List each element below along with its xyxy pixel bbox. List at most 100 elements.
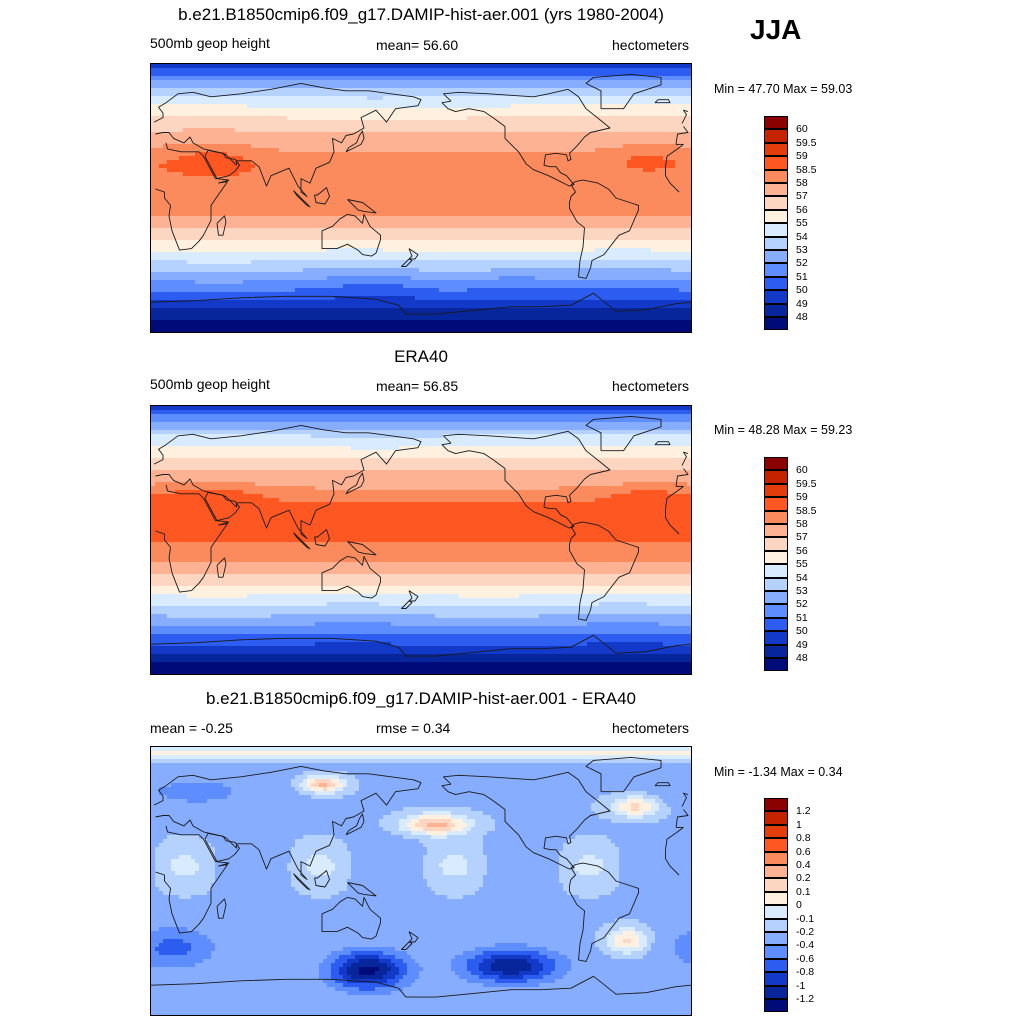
- contour-cell: [495, 959, 527, 963]
- contour-cell: [319, 963, 331, 967]
- contour-cell: [359, 779, 691, 783]
- contour-cell: [211, 887, 295, 891]
- contour-cell: [151, 610, 691, 614]
- contour-cell: [151, 108, 691, 112]
- contour-cell: [343, 783, 347, 787]
- contour-cell: [427, 883, 483, 887]
- contour-cell: [155, 863, 171, 867]
- contour-cell: [447, 835, 483, 839]
- contour-cell: [263, 494, 611, 498]
- contour-cell: [467, 288, 679, 292]
- contour-cell: [559, 851, 619, 855]
- contour-cell: [559, 855, 583, 859]
- contour-cell: [151, 112, 691, 116]
- contour-cell: [343, 963, 351, 967]
- contour-cell: [487, 831, 691, 835]
- contour-cell: [451, 967, 467, 971]
- contour-cell: [359, 987, 375, 991]
- contour-cell: [643, 815, 667, 819]
- contour-cell: [375, 987, 403, 991]
- contour-cell: [243, 280, 691, 284]
- contour-cell: [367, 96, 383, 100]
- contour-cell: [151, 586, 691, 590]
- contour-cell: [675, 947, 691, 951]
- contour-cell: [483, 835, 575, 839]
- contour-cell: [639, 803, 651, 807]
- contour-cell: [439, 863, 467, 867]
- contour-cell: [443, 859, 467, 863]
- contour-cell: [355, 775, 691, 779]
- contour-cell: [387, 979, 399, 983]
- contour-cell: [359, 959, 379, 963]
- contour-cell: [467, 867, 487, 871]
- colorbar-tick-label: 1.2: [796, 805, 811, 818]
- contour-cell: [359, 787, 691, 791]
- contour-cell: [551, 971, 567, 975]
- contour-cell: [151, 284, 343, 288]
- colorbar-tick-label: 59.5: [796, 477, 817, 490]
- contour-cell: [611, 891, 691, 895]
- contour-cell: [431, 835, 447, 839]
- contour-cell: [667, 490, 691, 494]
- contour-cell: [379, 823, 399, 827]
- contour-cell: [483, 971, 503, 975]
- coastline: [151, 634, 691, 657]
- colorbar-tick-label: 57: [796, 531, 808, 544]
- contour-cell: [535, 276, 691, 280]
- contour-cell: [151, 791, 159, 795]
- colorbar-tick-label: 53: [796, 244, 808, 256]
- contour-cell: [151, 252, 691, 256]
- contour-cell: [151, 959, 203, 963]
- contour-cell: [395, 975, 403, 979]
- coastline: [654, 782, 671, 787]
- contour-cell: [403, 807, 471, 811]
- colorbar-tick-label: 49: [796, 297, 808, 310]
- contour-cell: [487, 859, 559, 863]
- contour-cell: [571, 963, 691, 967]
- contour-cell: [407, 815, 419, 819]
- contour-cell: [295, 787, 303, 791]
- contour-cell: [151, 879, 155, 883]
- contour-cell: [651, 947, 675, 951]
- contour-cell: [655, 799, 663, 803]
- colorbar-swatch: [764, 510, 788, 524]
- contour-cell: [619, 863, 691, 867]
- contour-cell: [155, 482, 255, 486]
- contour-cell: [155, 851, 215, 855]
- contour-cell: [151, 248, 327, 252]
- contour-cell: [207, 891, 299, 895]
- colorbar-tick-label: 59: [796, 491, 808, 504]
- contour-cell: [543, 967, 555, 971]
- contour-cell: [167, 614, 271, 618]
- contour-cell: [455, 823, 467, 827]
- contour-cell: [527, 943, 595, 947]
- contour-cell: [243, 156, 631, 160]
- contour-cell: [563, 847, 619, 851]
- contour-cell: [211, 951, 331, 955]
- colorbar-swatch: [764, 116, 788, 130]
- contour-cell: [151, 172, 183, 176]
- contour-cell: [647, 602, 691, 606]
- contour-cell: [191, 947, 215, 951]
- contour-cell: [611, 839, 691, 843]
- colorbar-tick-label: 59: [796, 150, 808, 163]
- contour-cell: [487, 855, 559, 859]
- contour-cell: [151, 426, 691, 430]
- contour-cell: [155, 883, 211, 887]
- contour-cell: [559, 951, 603, 955]
- contour-cell: [619, 855, 691, 859]
- contour-cell: [151, 88, 691, 92]
- contour-cell: [151, 522, 691, 526]
- coastline: [408, 931, 419, 943]
- contour-cell: [331, 967, 339, 971]
- panel-title: b.e21.B1850cmip6.f09_g17.DAMIP-hist-aer.…: [178, 5, 664, 24]
- contour-cell: [347, 779, 359, 783]
- contour-cell: [295, 839, 343, 843]
- contour-cell: [487, 863, 559, 867]
- colorbar-tick-label: 0.8: [796, 832, 811, 845]
- contour-cell: [155, 855, 179, 859]
- contour-cell: [151, 574, 691, 578]
- contour-cell: [151, 795, 167, 799]
- contour-cell: [151, 462, 691, 466]
- coastline: [216, 557, 227, 578]
